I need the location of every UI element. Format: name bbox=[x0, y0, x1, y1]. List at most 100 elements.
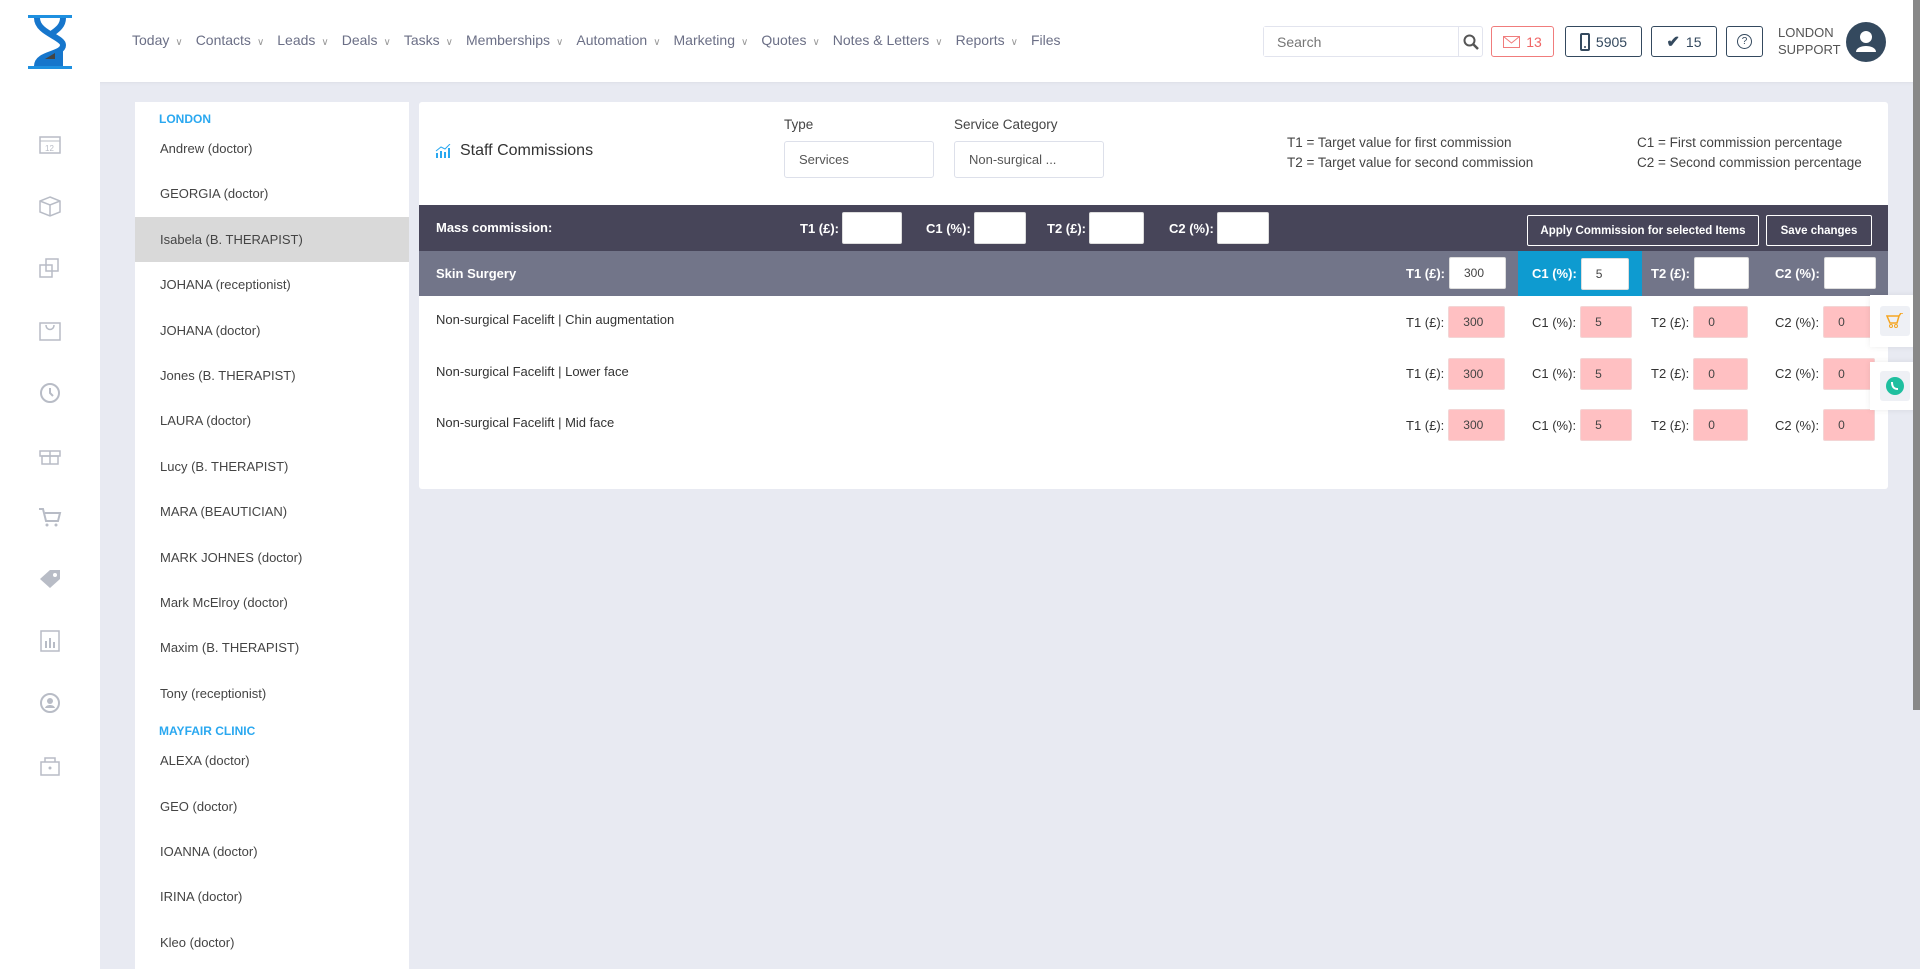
nav-today[interactable]: Today ∨ bbox=[132, 32, 183, 48]
nav-label: Leads bbox=[277, 32, 316, 48]
row-t2-input[interactable]: 0 bbox=[1693, 409, 1749, 441]
mass-c1-input[interactable] bbox=[973, 212, 1026, 244]
service-category-select[interactable]: Non-surgical ... bbox=[954, 141, 1104, 178]
whatsapp-widget[interactable] bbox=[1870, 362, 1920, 410]
copy-icon[interactable] bbox=[38, 257, 62, 279]
chevron-down-icon: ∨ bbox=[256, 37, 265, 48]
nav-reports[interactable]: Reports ∨ bbox=[956, 32, 1018, 48]
staff-item[interactable]: Kleo (doctor) bbox=[160, 934, 235, 950]
nav-label: Contacts bbox=[195, 32, 251, 48]
avatar[interactable] bbox=[1846, 22, 1886, 62]
row-c2-input[interactable]: 0 bbox=[1823, 409, 1876, 441]
tasks-button[interactable]: ✔ 15 bbox=[1651, 26, 1717, 57]
row-t1-input[interactable]: 300 bbox=[1448, 306, 1506, 338]
messages-button[interactable]: 13 bbox=[1491, 26, 1554, 57]
staff-item[interactable]: Maxim (B. THERAPIST) bbox=[160, 640, 300, 656]
staff-item[interactable]: GEORGIA (doctor) bbox=[160, 186, 269, 202]
chevron-down-icon: ∨ bbox=[1010, 37, 1018, 48]
nav-quotes[interactable]: Quotes ∨ bbox=[761, 32, 819, 48]
phone-button[interactable]: 5905 bbox=[1565, 26, 1642, 57]
nav-automation[interactable]: Automation ∨ bbox=[576, 32, 660, 48]
staff-item[interactable]: IOANNA (doctor) bbox=[160, 844, 258, 859]
search-button[interactable] bbox=[1458, 27, 1482, 56]
help-button[interactable]: ? bbox=[1726, 26, 1763, 57]
apply-commission-button[interactable]: Apply Commission for selected Items bbox=[1527, 215, 1759, 246]
cart-widget[interactable] bbox=[1870, 295, 1920, 347]
page-scrollbar[interactable] bbox=[1913, 0, 1920, 710]
mass-t2-input[interactable] bbox=[1089, 212, 1144, 244]
user-icon bbox=[1856, 31, 1876, 52]
category-t1-input[interactable]: 300 bbox=[1449, 257, 1506, 289]
lock-icon[interactable] bbox=[38, 753, 62, 776]
staff-item[interactable]: JOHANA (doctor) bbox=[160, 322, 261, 338]
nav-deals[interactable]: Deals ∨ bbox=[342, 32, 391, 48]
staff-item[interactable]: Mark McElroy (doctor) bbox=[160, 595, 288, 610]
phone-count: 5905 bbox=[1595, 33, 1628, 50]
staff-item[interactable]: Lucy (B. THERAPIST) bbox=[160, 458, 289, 474]
staff-list: LONDON Andrew (doctor) GEORGIA (doctor) Isa… bbox=[135, 102, 409, 969]
staff-item[interactable]: MARA (BEAUTICIAN) bbox=[160, 504, 288, 520]
type-select[interactable]: Services bbox=[784, 141, 934, 178]
staff-item[interactable]: Isabela (B. THERAPIST) bbox=[135, 216, 409, 262]
staff-item[interactable]: Tony (receptionist) bbox=[160, 685, 267, 701]
c1-label: C1 (%): bbox=[1532, 314, 1577, 330]
search-input[interactable] bbox=[1264, 27, 1458, 56]
staff-item[interactable]: LAURA (doctor) bbox=[160, 413, 252, 429]
report-icon[interactable] bbox=[38, 629, 62, 652]
row-t2-input[interactable]: 0 bbox=[1693, 357, 1749, 390]
nav-notes-letters[interactable]: Notes & Letters ∨ bbox=[833, 32, 943, 48]
user-line1: LONDON bbox=[1778, 25, 1834, 40]
gift-icon[interactable] bbox=[38, 443, 62, 465]
staff-item[interactable]: GEO (doctor) bbox=[160, 798, 238, 814]
row-c1-input[interactable]: 5 bbox=[1580, 357, 1633, 390]
logo[interactable] bbox=[25, 15, 75, 69]
row-t1-input[interactable]: 300 bbox=[1448, 409, 1506, 441]
box-icon[interactable] bbox=[38, 195, 62, 217]
mass-t1-input[interactable] bbox=[842, 212, 902, 244]
row-t1-input[interactable]: 300 bbox=[1448, 357, 1506, 390]
nav-tasks[interactable]: Tasks ∨ bbox=[404, 32, 453, 48]
c1-label: C1 (%): bbox=[1532, 366, 1577, 381]
main-nav: Today ∨ Contacts ∨ Leads ∨ Deals ∨ Tasks ∨ Members… bbox=[132, 32, 1074, 48]
nav-contacts[interactable]: Contacts ∨ bbox=[196, 32, 265, 48]
user-sync-icon[interactable] bbox=[38, 691, 62, 713]
row-c1-input[interactable]: 5 bbox=[1580, 409, 1633, 441]
chevron-down-icon: ∨ bbox=[740, 37, 749, 48]
row-t2-input[interactable]: 0 bbox=[1693, 306, 1749, 338]
bag-icon[interactable] bbox=[38, 319, 62, 341]
mass-c2-input[interactable] bbox=[1216, 212, 1269, 244]
user-line2: SUPPORT bbox=[1778, 42, 1841, 57]
staff-item[interactable]: MARK JOHNES (doctor) bbox=[160, 549, 303, 565]
mass-commission-bar: Mass commission: T1 (£): C1 (%): T2 (£):… bbox=[419, 205, 1888, 251]
staff-item[interactable]: IRINA (doctor) bbox=[160, 889, 243, 905]
commission-row: Non-surgical Facelift | Chin augmentatio… bbox=[419, 296, 1888, 347]
nav-label: Automation bbox=[576, 32, 648, 48]
row-c2-input[interactable]: 0 bbox=[1823, 357, 1876, 390]
staff-item[interactable]: Jones (B. THERAPIST) bbox=[160, 368, 296, 383]
row-c1-input[interactable]: 5 bbox=[1580, 306, 1633, 338]
staff-item[interactable]: ALEXA (doctor) bbox=[160, 753, 250, 769]
t1-label: T1 (£): bbox=[1406, 417, 1445, 433]
category-c2-input[interactable] bbox=[1823, 257, 1876, 289]
tag-icon[interactable] bbox=[38, 567, 62, 589]
category-t2-input[interactable] bbox=[1694, 257, 1749, 289]
staff-item[interactable]: JOHANA (receptionist) bbox=[160, 277, 291, 293]
user-name[interactable]: LONDON SUPPORT bbox=[1778, 24, 1841, 58]
t1-label: T1 (£): bbox=[800, 220, 839, 236]
category-c1-input[interactable]: 5 bbox=[1580, 257, 1629, 290]
save-changes-button[interactable]: Save changes bbox=[1766, 215, 1872, 246]
nav-marketing[interactable]: Marketing ∨ bbox=[674, 32, 749, 48]
calendar-icon[interactable]: 12 bbox=[38, 133, 62, 155]
staff-item[interactable]: Andrew (doctor) bbox=[160, 141, 253, 156]
history-icon[interactable] bbox=[38, 381, 62, 403]
chevron-down-icon: ∨ bbox=[445, 37, 453, 48]
cart-icon[interactable] bbox=[38, 505, 62, 527]
nav-files[interactable]: Files bbox=[1031, 32, 1061, 48]
category-name: Skin Surgery bbox=[436, 266, 517, 281]
nav-memberships[interactable]: Memberships ∨ bbox=[466, 32, 563, 48]
chevron-down-icon: ∨ bbox=[556, 37, 564, 48]
nav-leads[interactable]: Leads ∨ bbox=[277, 32, 328, 48]
row-c2-input[interactable]: 0 bbox=[1823, 306, 1876, 338]
nav-label: Tasks bbox=[403, 32, 440, 48]
t1-label: T1 (£): bbox=[1406, 314, 1445, 330]
